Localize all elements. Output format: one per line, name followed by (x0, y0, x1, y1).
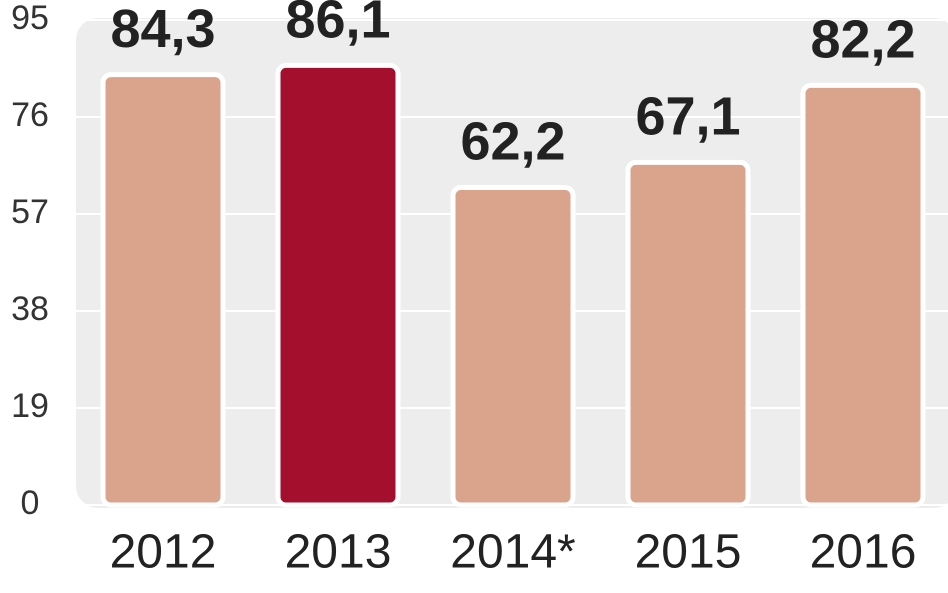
y-tick-label: 38 (11, 290, 49, 328)
bar (100, 72, 226, 508)
bar (275, 62, 401, 508)
x-tick-label: 2014* (450, 526, 575, 579)
x-tick-label: 2012 (110, 526, 217, 579)
y-tick-label: 0 (21, 484, 40, 522)
value-label: 84,3 (110, 0, 215, 59)
bar (800, 82, 926, 508)
y-tick-label: 95 (11, 0, 49, 37)
bar (625, 159, 751, 508)
x-tick-label: 2015 (635, 526, 742, 579)
y-tick-label: 57 (11, 193, 49, 231)
bar (450, 184, 576, 508)
x-tick-label: 2016 (810, 526, 917, 579)
value-label: 82,2 (810, 10, 915, 70)
y-tick-label: 19 (11, 387, 49, 425)
value-label: 62,2 (460, 112, 565, 172)
y-tick-label: 76 (11, 96, 49, 134)
value-label: 67,1 (635, 87, 740, 147)
x-tick-label: 2013 (285, 526, 392, 579)
value-label: 86,1 (285, 0, 390, 50)
